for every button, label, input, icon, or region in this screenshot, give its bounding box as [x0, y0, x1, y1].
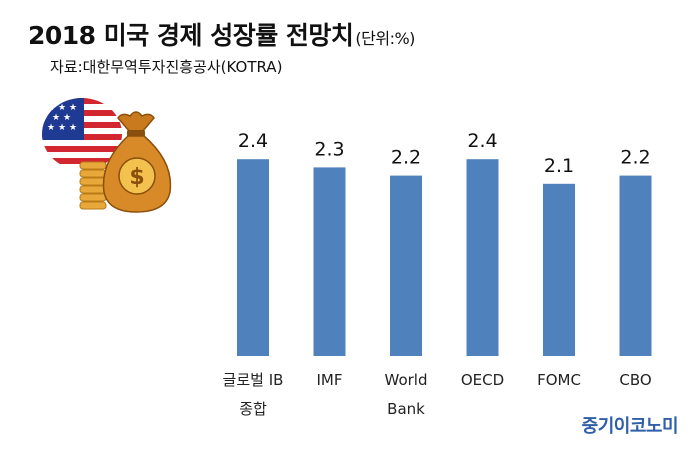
bar-4 — [543, 183, 575, 356]
svg-text:★: ★ — [63, 113, 71, 123]
svg-text:★: ★ — [69, 103, 77, 113]
bar-2 — [390, 175, 422, 356]
dollar-sign-icon — [118, 157, 156, 195]
category-label-3: OECD — [461, 371, 504, 389]
money-illustration: ★ ★ ★ ★ ★ ★ ★ ★ $ — [42, 98, 172, 213]
value-label-5: 2.2 — [620, 147, 650, 169]
svg-text:★: ★ — [58, 123, 66, 133]
category-label-0-line-1: 종합 — [239, 400, 267, 418]
svg-text:★: ★ — [69, 123, 77, 133]
category-label-2-line-1: Bank — [387, 400, 425, 418]
title-text: 2018 미국 경제 성장률 전망치 — [28, 21, 354, 50]
category-label-2-line-0: World — [385, 371, 428, 389]
category-label-4: FOMC — [537, 371, 581, 389]
bar-5 — [619, 175, 652, 356]
source-note: 자료:대한무역투자진흥공사(KOTRA) — [50, 58, 283, 76]
brand-logo: 중기이코노미 — [581, 416, 679, 437]
unit-label: (단위:%) — [355, 29, 415, 48]
value-label-0: 2.4 — [238, 130, 268, 152]
bar-0 — [237, 159, 269, 356]
coin-stack-icon — [79, 161, 107, 210]
bar-3 — [466, 159, 499, 356]
dollar-glyph: $ — [129, 165, 144, 190]
chart-title: 2018 미국 경제 성장률 전망치 (단위:%) — [28, 16, 415, 52]
bar-1 — [313, 167, 346, 356]
us-flag-icon: ★ ★ ★ ★ ★ ★ ★ ★ — [42, 98, 122, 170]
svg-text:★: ★ — [58, 103, 66, 113]
value-label-4: 2.1 — [544, 155, 574, 177]
money-bag-icon: $ — [102, 111, 172, 213]
svg-text:★: ★ — [47, 123, 55, 133]
category-label-0-line-0: 글로벌 IB — [223, 371, 284, 389]
category-label-1: IMF — [317, 371, 343, 389]
value-label-2: 2.2 — [391, 147, 421, 169]
svg-text:★: ★ — [52, 113, 60, 123]
category-label-5: CBO — [619, 371, 651, 389]
value-label-3: 2.4 — [467, 130, 497, 152]
value-label-1: 2.3 — [314, 138, 344, 160]
